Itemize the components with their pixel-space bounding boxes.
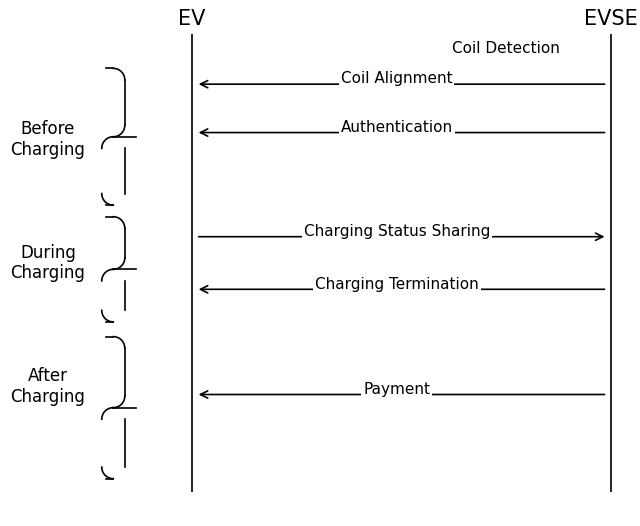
Text: Before
Charging: Before Charging	[11, 120, 85, 159]
Text: Charging Status Sharing: Charging Status Sharing	[303, 224, 490, 239]
Text: After
Charging: After Charging	[11, 367, 85, 406]
Text: Coil Alignment: Coil Alignment	[341, 72, 452, 86]
Text: Coil Detection: Coil Detection	[452, 41, 559, 56]
Text: During
Charging: During Charging	[11, 244, 85, 282]
Text: EV: EV	[179, 9, 205, 29]
Text: Authentication: Authentication	[340, 120, 453, 135]
Text: Charging Termination: Charging Termination	[315, 277, 479, 291]
Text: Payment: Payment	[364, 382, 430, 397]
Text: EVSE: EVSE	[584, 9, 638, 29]
